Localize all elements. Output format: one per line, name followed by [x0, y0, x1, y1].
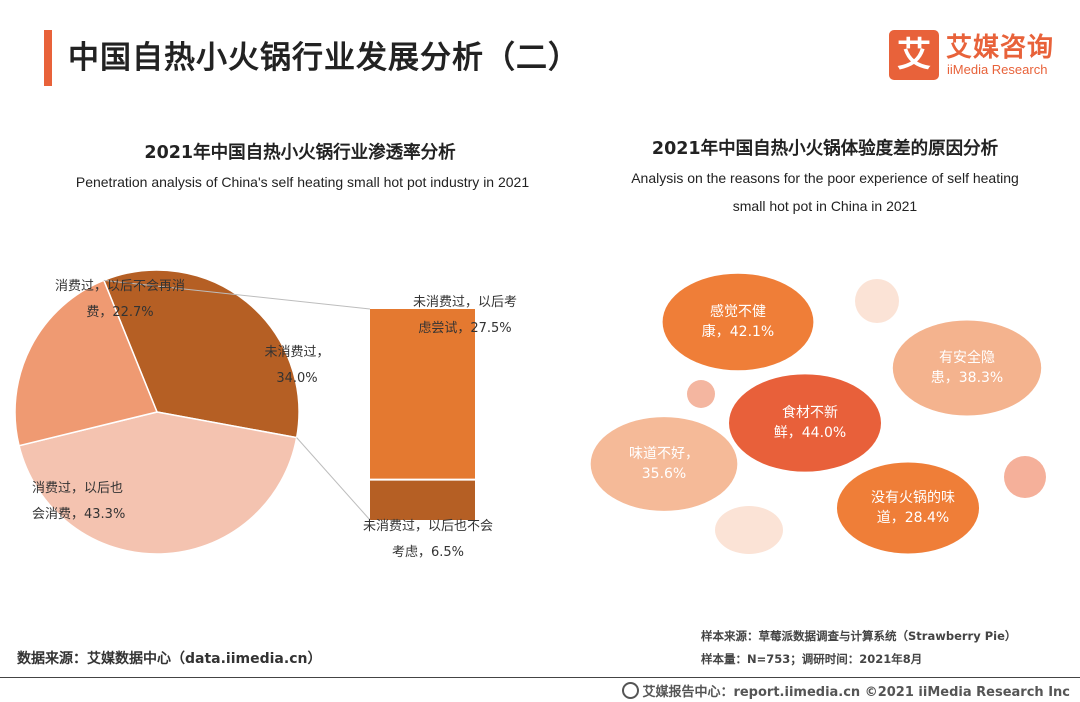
pie-label-not-consumed: 未消费过， 34.0% — [242, 340, 352, 392]
bubble-label-line: 食材不新 — [782, 405, 838, 421]
pie-label-line: 消费过，以后不会再消 — [54, 279, 185, 294]
connector-line — [103, 279, 371, 310]
sample-size: 样本量：N=753；调研时间：2021年8月 — [701, 652, 923, 666]
bubble-chart — [590, 273, 1046, 554]
bar-label-try: 未消费过，以后考 虑尝试，27.5% — [385, 290, 545, 342]
bubble-label-value: 康，42.1% — [701, 324, 775, 340]
pie-label-line: 未消费过， — [264, 345, 330, 360]
decorative-bubble — [1004, 456, 1046, 498]
footer-copyright: 艾媒报告中心：report.iimedia.cn ©2021 iiMedia R… — [642, 685, 1070, 700]
stacked-bar-chart — [103, 279, 475, 521]
bubble-label-taste: 味道不好， 35.6% — [609, 444, 719, 484]
data-source: 数据来源：艾媒数据中心（data.iimedia.cn） — [17, 651, 322, 667]
reason-bubble — [892, 320, 1042, 416]
logo-text-en: iiMedia Research — [947, 62, 1048, 77]
pie-label-will-consume: 消费过，以后也 会消费，43.3% — [32, 476, 162, 528]
footer-text: 艾媒报告中心：report.iimedia.cn ©2021 iiMedia R… — [622, 681, 1070, 700]
pie-slice — [14, 279, 159, 447]
decorative-bubble — [687, 380, 715, 408]
bubble-label-value: 鲜，44.0% — [773, 425, 847, 441]
title-accent-bar — [44, 30, 52, 86]
right-chart-subtitle-line1: Analysis on the reasons for the poor exp… — [631, 170, 1019, 186]
decorative-bubble — [855, 279, 899, 323]
pie-chart — [14, 269, 300, 555]
right-chart-title: 2021年中国自热小火锅体验度差的原因分析 — [651, 139, 999, 159]
pie-slice — [102, 269, 300, 439]
bubble-label-value: 35.6% — [641, 466, 687, 482]
bar-label-value: 虑尝试，27.5% — [418, 321, 512, 336]
pie-slice — [18, 411, 298, 555]
bar-label-never: 未消费过，以后也不会 考虑，6.5% — [338, 514, 518, 566]
sample-source: 样本来源：草莓派数据调查与计算系统（Strawberry Pie） — [701, 629, 1017, 643]
globe-icon — [622, 682, 640, 699]
bubble-label-line: 感觉不健 — [710, 304, 766, 320]
bar-label-line: 未消费过，以后也不会 — [362, 519, 493, 534]
bubble-label-line: 味道不好， — [629, 446, 699, 462]
footer-divider — [0, 677, 1080, 678]
bubble-label-unhealthy: 感觉不健 康，42.1% — [683, 302, 793, 342]
bubble-label-line: 有安全隐 — [939, 350, 995, 366]
pie-label-no-more: 消费过，以后不会再消 费，22.7% — [35, 274, 205, 326]
right-chart-subtitle-line2: small hot pot in China in 2021 — [732, 198, 918, 214]
bubble-label-safety: 有安全隐 患，38.3% — [912, 348, 1022, 388]
reason-bubble — [729, 374, 881, 472]
bubble-label-not-fresh: 食材不新 鲜，44.0% — [755, 403, 865, 443]
pie-label-value: 34.0% — [276, 371, 318, 386]
decorative-bubble — [715, 506, 783, 554]
bar-segment — [370, 479, 475, 520]
bar-label-value: 考虑，6.5% — [391, 545, 465, 560]
bubble-label-line: 没有火锅的味 — [871, 490, 955, 506]
reason-bubble — [836, 462, 980, 554]
page-title: 中国自热小火锅行业发展分析（二） — [68, 40, 580, 76]
reason-bubble — [662, 273, 814, 371]
left-chart-title: 2021年中国自热小火锅行业渗透率分析 — [144, 143, 456, 163]
pie-label-value: 会消费，43.3% — [32, 507, 126, 522]
logo-text-cn: 艾媒咨询 — [946, 33, 1055, 63]
bar-segment — [370, 309, 475, 480]
pie-label-line: 消费过，以后也 — [32, 481, 124, 496]
bubble-label-value: 患，38.3% — [930, 370, 1004, 386]
reason-bubble — [590, 417, 738, 511]
bar-label-line: 未消费过，以后考 — [412, 295, 517, 310]
logo-icon: 艾 — [889, 30, 939, 80]
bubble-label-no-hotpot-flavor: 没有火锅的味 道，28.4% — [848, 488, 978, 528]
bubble-label-value: 道，28.4% — [876, 510, 950, 526]
connector-line — [296, 437, 371, 521]
left-chart-subtitle: Penetration analysis of China's self hea… — [75, 174, 530, 190]
pie-label-value: 费，22.7% — [86, 305, 154, 320]
right-chart-subtitle: Analysis on the reasons for the poor exp… — [590, 164, 1060, 220]
